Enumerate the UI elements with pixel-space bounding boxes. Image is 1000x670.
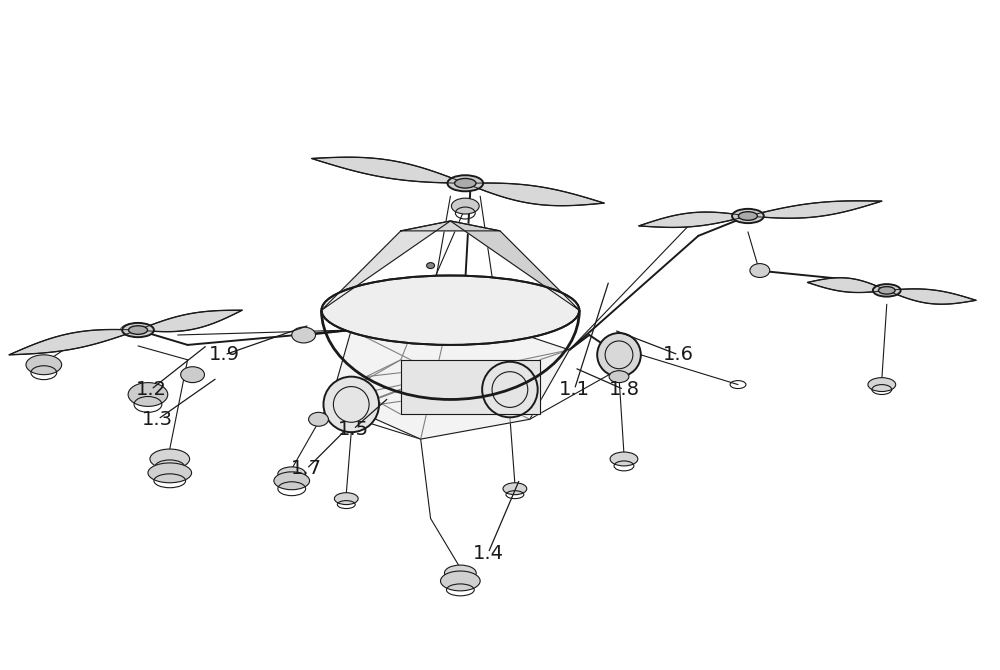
Text: 1.9: 1.9 [209,345,240,364]
Polygon shape [887,289,976,304]
Text: 1.2: 1.2 [135,380,166,399]
Ellipse shape [873,284,901,297]
Ellipse shape [148,463,192,483]
Ellipse shape [427,263,435,269]
Polygon shape [312,157,465,184]
Polygon shape [321,221,450,310]
Text: 1.3: 1.3 [142,410,173,429]
Ellipse shape [122,323,154,337]
Ellipse shape [321,275,579,345]
Ellipse shape [334,492,358,505]
Ellipse shape [129,326,148,334]
Polygon shape [401,360,540,414]
Ellipse shape [323,377,379,432]
Text: 1.8: 1.8 [608,380,639,399]
Ellipse shape [732,209,764,223]
Ellipse shape [278,467,306,481]
Ellipse shape [444,565,476,581]
Ellipse shape [309,412,328,426]
Ellipse shape [150,449,190,469]
Polygon shape [450,221,579,310]
Ellipse shape [878,287,895,294]
Ellipse shape [440,571,480,591]
Polygon shape [331,310,569,439]
Polygon shape [807,278,887,293]
Ellipse shape [455,178,476,188]
Text: 1.4: 1.4 [473,543,504,563]
Polygon shape [748,201,882,218]
Ellipse shape [128,383,168,407]
Polygon shape [465,183,604,206]
Text: 1.6: 1.6 [663,345,694,364]
Polygon shape [639,212,748,227]
Ellipse shape [738,212,757,220]
Ellipse shape [451,198,479,214]
Ellipse shape [181,366,204,383]
Ellipse shape [503,483,527,494]
Ellipse shape [750,263,770,277]
Polygon shape [401,221,500,231]
Ellipse shape [610,452,638,466]
Text: 1.1: 1.1 [559,380,590,399]
Ellipse shape [597,333,641,377]
Polygon shape [9,330,138,355]
Ellipse shape [274,472,310,490]
Ellipse shape [292,327,316,343]
Ellipse shape [26,355,62,375]
Ellipse shape [609,371,629,383]
Text: 1.7: 1.7 [291,460,322,478]
Polygon shape [138,310,242,332]
Text: 1.5: 1.5 [338,419,369,439]
Ellipse shape [868,378,896,391]
Ellipse shape [447,176,483,192]
Ellipse shape [482,362,538,417]
